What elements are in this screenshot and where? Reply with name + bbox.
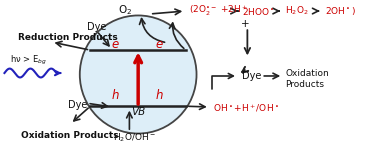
Text: Dye: Dye [87,22,107,32]
Text: 2HOO$^\bullet$: 2HOO$^\bullet$ [242,6,274,17]
Text: +: + [241,19,250,29]
Text: Dye: Dye [68,100,87,111]
Text: Oxidation Products: Oxidation Products [22,131,119,139]
Text: (2O$_2^{\bullet-}$ +2H$^+$: (2O$_2^{\bullet-}$ +2H$^+$ [189,4,248,18]
Text: O$_2$: O$_2$ [118,3,132,17]
Text: 2OH$^\bullet$): 2OH$^\bullet$) [325,5,356,17]
Text: Oxidation: Oxidation [285,69,329,77]
Text: VB: VB [131,107,145,117]
Text: OH$^\bullet$+H$^+$/OH$^\bullet$: OH$^\bullet$+H$^+$/OH$^\bullet$ [214,103,279,114]
Text: e: e [155,38,163,51]
Text: e: e [112,38,119,51]
Text: h: h [155,89,163,102]
Text: h: h [112,89,119,102]
Text: Dye: Dye [242,71,261,81]
Text: hν > E$_{bg}$: hν > E$_{bg}$ [11,54,47,67]
Text: Products: Products [285,80,324,89]
Text: Reduction Products: Reduction Products [18,33,118,42]
Ellipse shape [80,15,197,134]
Text: H$_2$O$_2$: H$_2$O$_2$ [285,5,309,17]
Text: H$_2$O/OH$^-$: H$_2$O/OH$^-$ [113,132,156,144]
